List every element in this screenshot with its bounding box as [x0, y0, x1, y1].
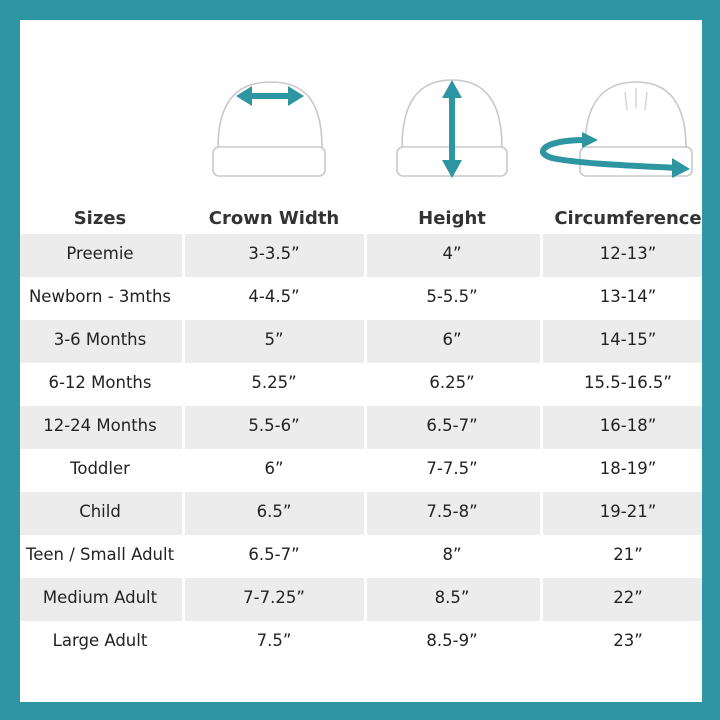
- column-divider: [540, 578, 543, 621]
- column-divider: [540, 363, 543, 406]
- crown-width-cell: 7.5”: [256, 631, 292, 650]
- table-row: Newborn - 3mths 4-4.5” 5-5.5” 13-14”: [20, 277, 702, 320]
- size-chart: Sizes Crown Width Height Circumference P…: [20, 20, 702, 702]
- crown-width-cell: 3-3.5”: [248, 244, 300, 263]
- header-circumference: Circumference: [554, 208, 702, 229]
- circumference-cell: 15.5-16.5”: [584, 373, 672, 392]
- column-divider: [364, 578, 367, 621]
- column-divider: [182, 492, 185, 535]
- header-height: Height: [418, 208, 486, 229]
- header-crown-width: Crown Width: [208, 208, 340, 229]
- column-divider: [364, 234, 367, 277]
- size-cell: Toddler: [70, 459, 130, 478]
- column-divider: [182, 277, 185, 320]
- height-cell: 6.5-7”: [426, 416, 478, 435]
- column-divider: [364, 320, 367, 363]
- table-row: Large Adult 7.5” 8.5-9” 23”: [20, 621, 702, 664]
- column-divider: [540, 277, 543, 320]
- column-divider: [364, 535, 367, 578]
- column-divider: [540, 449, 543, 492]
- size-cell: Child: [79, 502, 121, 521]
- table-row: Medium Adult 7-7.25” 8.5” 22”: [20, 578, 702, 621]
- header-sizes: Sizes: [73, 208, 127, 229]
- table-row: 3-6 Months 5” 6” 14-15”: [20, 320, 702, 363]
- column-divider: [364, 363, 367, 406]
- column-divider: [182, 320, 185, 363]
- height-cell: 8.5-9”: [426, 631, 478, 650]
- column-divider: [182, 449, 185, 492]
- size-cell: Preemie: [66, 244, 134, 263]
- circumference-cell: 23”: [613, 631, 643, 650]
- height-cell: 5-5.5”: [426, 287, 478, 306]
- crown-width-cell: 6.5-7”: [248, 545, 300, 564]
- height-cell: 7-7.5”: [426, 459, 478, 478]
- size-cell: Teen / Small Adult: [25, 545, 175, 564]
- column-divider: [364, 621, 367, 664]
- crown-width-cell: 6.5”: [256, 502, 292, 521]
- circumference-cell: 21”: [613, 545, 643, 564]
- column-divider: [364, 492, 367, 535]
- crown-width-cell: 7-7.25”: [243, 588, 305, 607]
- circumference-cell: 22”: [613, 588, 643, 607]
- column-divider: [540, 234, 543, 277]
- column-divider: [540, 621, 543, 664]
- table-row: Child 6.5” 7.5-8” 19-21”: [20, 492, 702, 535]
- column-divider: [182, 406, 185, 449]
- size-cell: 12-24 Months: [43, 416, 157, 435]
- crown-width-cell: 6”: [264, 459, 284, 478]
- column-divider: [182, 621, 185, 664]
- column-divider: [182, 363, 185, 406]
- column-divider: [540, 320, 543, 363]
- circumference-cell: 13-14”: [599, 287, 657, 306]
- height-cell: 8.5”: [434, 588, 470, 607]
- column-divider: [182, 578, 185, 621]
- column-divider: [364, 449, 367, 492]
- column-divider: [182, 234, 185, 277]
- column-divider: [364, 406, 367, 449]
- circumference-cell: 19-21”: [599, 502, 657, 521]
- crown-width-cell: 4-4.5”: [248, 287, 300, 306]
- column-divider: [364, 277, 367, 320]
- height-cell: 4”: [442, 244, 462, 263]
- height-cell: 6.25”: [429, 373, 475, 392]
- circumference-cell: 16-18”: [599, 416, 657, 435]
- hat-diagrams: [20, 20, 702, 210]
- circumference-cell: 14-15”: [599, 330, 657, 349]
- column-divider: [182, 535, 185, 578]
- crown-width-cell: 5.5-6”: [248, 416, 300, 435]
- column-divider: [540, 492, 543, 535]
- size-cell: 6-12 Months: [48, 373, 152, 392]
- crown-width-cell: 5.25”: [251, 373, 297, 392]
- circumference-cell: 12-13”: [599, 244, 657, 263]
- table-row: 12-24 Months 5.5-6” 6.5-7” 16-18”: [20, 406, 702, 449]
- size-cell: Medium Adult: [42, 588, 158, 607]
- table-row: Toddler 6” 7-7.5” 18-19”: [20, 449, 702, 492]
- column-divider: [540, 535, 543, 578]
- crown-width-cell: 5”: [264, 330, 284, 349]
- size-cell: Newborn - 3mths: [28, 287, 172, 306]
- size-cell: 3-6 Months: [53, 330, 147, 349]
- height-cell: 8”: [442, 545, 462, 564]
- crown-width-hat-icon: [212, 79, 693, 178]
- circumference-cell: 18-19”: [599, 459, 657, 478]
- column-divider: [540, 406, 543, 449]
- size-cell: Large Adult: [52, 631, 148, 650]
- table-row: 6-12 Months 5.25” 6.25” 15.5-16.5”: [20, 363, 702, 406]
- circumference-arrow-head: [672, 158, 690, 178]
- table-row: Preemie 3-3.5” 4” 12-13”: [20, 234, 702, 277]
- height-cell: 7.5-8”: [426, 502, 478, 521]
- height-cell: 6”: [442, 330, 462, 349]
- table-row: Teen / Small Adult 6.5-7” 8” 21”: [20, 535, 702, 578]
